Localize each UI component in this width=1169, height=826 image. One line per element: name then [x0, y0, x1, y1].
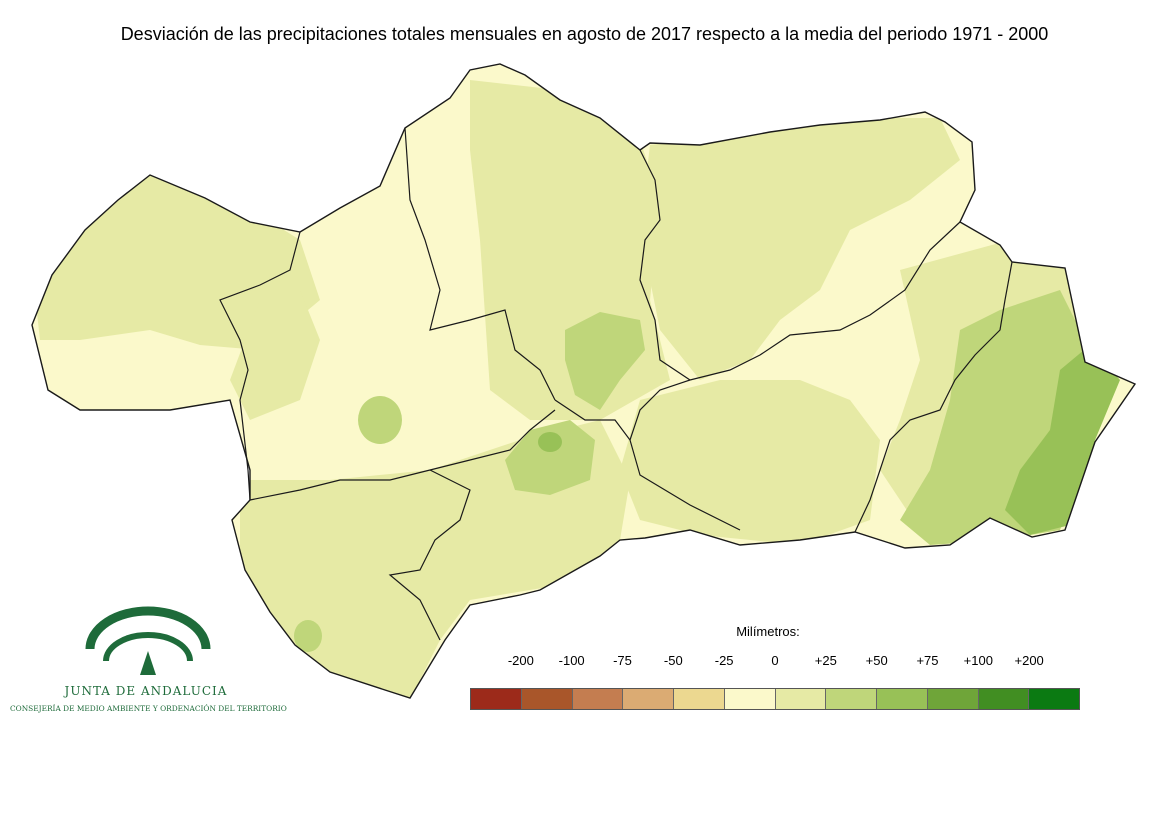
logo-arc-outer — [85, 606, 211, 650]
zone-cadiz-south — [294, 620, 322, 652]
legend-swatch — [521, 689, 573, 709]
border-huelva-sevilla — [219, 231, 301, 501]
province-borders — [219, 127, 1013, 641]
legend-tick-label: -25 — [714, 653, 734, 668]
border-cordoba-granada-malaga — [554, 399, 741, 531]
zone-jaen — [640, 118, 960, 380]
legend-swatch — [572, 689, 624, 709]
zone-sevilla-south — [230, 290, 320, 420]
zone-cordoba-south — [565, 312, 645, 410]
legend-swatch — [877, 689, 928, 709]
legend-tick-label: +200 — [1014, 653, 1044, 668]
legend-tick-label: +75 — [916, 653, 939, 668]
border-granada-west — [629, 379, 691, 441]
legend-swatch — [927, 689, 979, 709]
border-cadiz-malaga — [388, 469, 471, 641]
precipitation-zones — [32, 80, 1120, 698]
legend-swatch — [775, 689, 827, 709]
zone-sevilla-center — [358, 396, 402, 444]
legend-swatch — [471, 689, 522, 709]
legend-tick-label: 0 — [771, 653, 779, 668]
logo-name: JUNTA DE ANDALUCIA — [64, 684, 228, 698]
logo-center-mark — [140, 651, 156, 675]
legend-swatch — [623, 689, 674, 709]
border-cordoba-jaen — [639, 149, 691, 381]
legend-tick-label: -50 — [663, 653, 683, 668]
legend-swatch — [978, 689, 1030, 709]
land-area — [31, 63, 1137, 699]
zone-granada-west — [505, 420, 595, 495]
legend-tick-label: +50 — [865, 653, 888, 668]
legend-tick-label: +25 — [814, 653, 837, 668]
border-sevilla-cordoba — [404, 127, 556, 401]
region-outline — [31, 63, 1137, 699]
legend-tick-label: -75 — [613, 653, 632, 668]
legend-tick-label: +100 — [963, 653, 993, 668]
legend-swatch — [724, 689, 776, 709]
legend-swatch — [674, 689, 725, 709]
zone-granada-core — [538, 432, 562, 452]
logo-subtitle: CONSEJERÍA DE MEDIO AMBIENTE Y ORDENACIÓ… — [10, 704, 287, 713]
logo-arc-inner — [103, 632, 193, 662]
border-jaen-granada — [689, 221, 961, 381]
legend-swatch — [826, 689, 877, 709]
legend-title: Milímetros: — [736, 624, 800, 639]
zone-granada-south — [620, 380, 880, 545]
legend-swatch — [1029, 689, 1079, 709]
legend-tick-label: -100 — [558, 653, 585, 668]
zone-almeria-east — [1005, 345, 1120, 535]
border-granada-almeria — [854, 261, 1013, 533]
legend-colorbar — [470, 688, 1080, 710]
map-title: Desviación de las precipitaciones totale… — [120, 24, 1049, 44]
junta-andalucia-logo — [85, 606, 211, 675]
legend-tick-label: -200 — [507, 653, 534, 668]
